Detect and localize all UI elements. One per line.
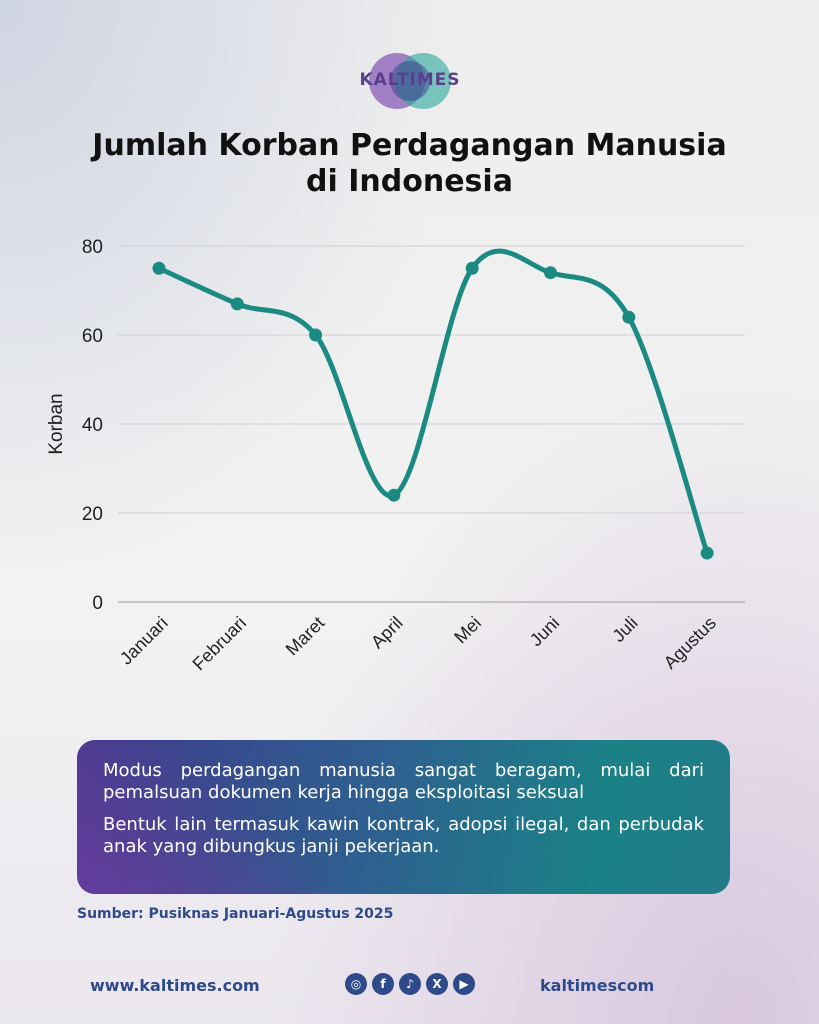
x-tick-label: Agustus — [660, 613, 720, 673]
data-point — [152, 261, 166, 275]
y-tick-label: 0 — [92, 593, 103, 614]
page-title: Jumlah Korban Perdagangan Manusia di Ind… — [40, 128, 779, 200]
x-icon[interactable]: X — [426, 973, 448, 995]
y-axis-label: Korban — [46, 393, 67, 454]
x-tick-label: Juni — [526, 613, 563, 650]
x-tick-label: Juli — [608, 613, 641, 646]
website-link[interactable]: www.kaltimes.com — [90, 976, 260, 995]
facebook-icon[interactable]: f — [372, 973, 394, 995]
x-tick-label: Maret — [282, 613, 329, 660]
data-point — [622, 310, 636, 324]
data-point — [230, 297, 244, 311]
data-point — [465, 261, 479, 275]
series-line — [156, 248, 710, 556]
source-note: Sumber: Pusiknas Januari-Agustus 2025 — [77, 906, 394, 922]
logo-text: KALTIMES — [359, 70, 461, 90]
y-tick-label: 60 — [82, 326, 103, 347]
title-line-2: di Indonesia — [306, 164, 513, 199]
x-tick-label: Februari — [189, 613, 251, 675]
x-tick-label: Mei — [450, 613, 485, 648]
line-chart: 0 20 40 60 80 Korban Januari Februari Maret April… — [46, 237, 745, 675]
data-point — [700, 546, 714, 560]
title-line-1: Jumlah Korban Perdagangan Manusia — [92, 128, 727, 163]
data-point — [544, 266, 557, 280]
social-handle: kaltimescom — [540, 976, 655, 995]
logo-emblem-icon — [369, 53, 451, 109]
y-tick-label: 20 — [82, 504, 103, 525]
social-icons: ◎ f ♪ X ▶ — [345, 973, 475, 995]
y-tick-label: 40 — [82, 415, 103, 436]
info-paragraph-2: Bentuk lain termasuk kawin kontrak, adop… — [103, 814, 704, 857]
kaltimes-logo: KALTIMES — [345, 50, 475, 112]
info-box: Modus perdagangan manusia sangat beragam… — [77, 740, 730, 894]
data-point — [387, 488, 401, 502]
youtube-icon[interactable]: ▶ — [453, 973, 475, 995]
tiktok-icon[interactable]: ♪ — [399, 973, 421, 995]
x-tick-label: April — [367, 613, 407, 653]
instagram-icon[interactable]: ◎ — [345, 973, 367, 995]
x-tick-label: Januari — [116, 613, 172, 669]
info-paragraph-1: Modus perdagangan manusia sangat beragam… — [103, 760, 704, 803]
data-point — [309, 328, 323, 342]
y-tick-label: 80 — [82, 237, 103, 258]
